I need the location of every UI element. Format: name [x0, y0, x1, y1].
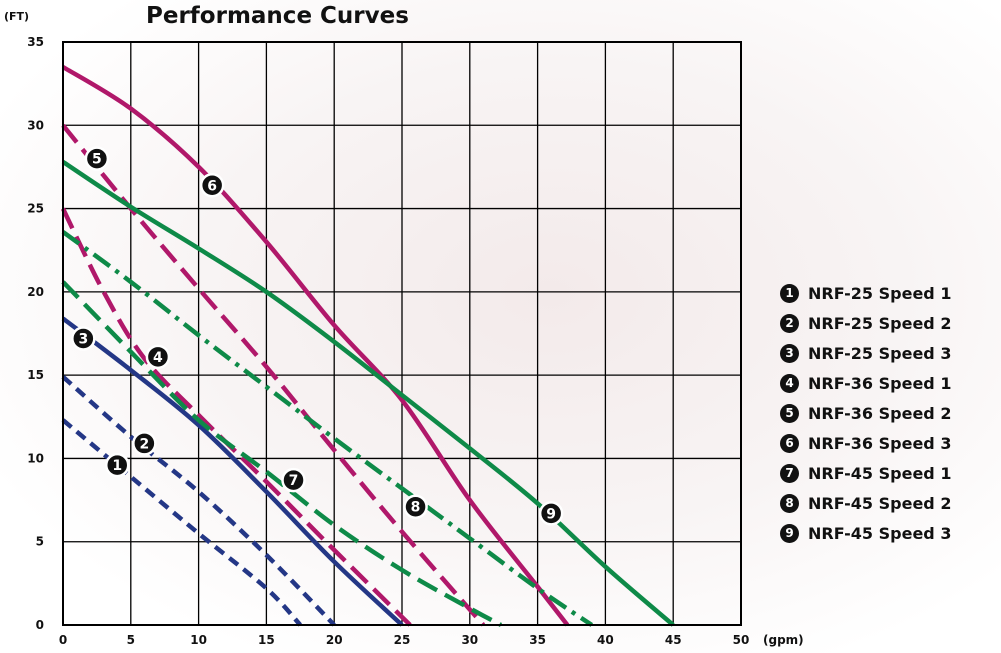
curve-marker-number: 5 [92, 152, 102, 168]
curve-marker-number: 2 [139, 436, 149, 452]
gridlines [62, 41, 742, 626]
curve-marker-badge [403, 494, 428, 519]
curve-markers: 1 2 3 4 5 6 7 8 9 [71, 146, 564, 526]
legend-item-label: NRF-45 Speed 2 [808, 493, 952, 513]
curve-marker-badge [132, 431, 157, 456]
curve-marker-number: 1 [112, 458, 122, 474]
curve-marker-number: 8 [411, 500, 421, 516]
x-tick-label: 0 [59, 633, 67, 647]
legend-item: 1 NRF-25 Speed 1 [780, 278, 951, 308]
legend-item-label: NRF-36 Speed 3 [808, 433, 952, 453]
curve-7 [61, 280, 503, 627]
curve-marker-number: 7 [289, 473, 299, 489]
curve-marker-badge [538, 501, 564, 526]
y-tick-label: 25 [27, 202, 44, 216]
curve-marker-badge [71, 326, 96, 351]
curve-marker-badge [199, 173, 225, 198]
curve-marker-2: 2 [132, 431, 157, 456]
legend-item-badge: 3 [780, 343, 799, 363]
legend-item-label: NRF-25 Speed 3 [808, 343, 952, 363]
curve-marker-6: 6 [199, 173, 225, 198]
plot-frame [62, 41, 742, 626]
legend-item-label: NRF-45 Speed 3 [808, 523, 952, 543]
curve-9 [61, 160, 675, 627]
legend-item-badge: 6 [780, 433, 799, 453]
legend-item: 3 NRF-25 Speed 3 [780, 338, 951, 368]
legend-item-label: NRF-36 Speed 2 [808, 403, 952, 423]
curve-marker-number: 3 [78, 331, 88, 347]
curve-1 [61, 418, 302, 627]
legend-item-label: NRF-25 Speed 2 [808, 313, 952, 333]
legend-item-label: NRF-36 Speed 1 [808, 373, 952, 393]
curve-2 [61, 375, 336, 627]
curve-marker-number: 6 [207, 178, 217, 194]
legend-item-label: NRF-45 Speed 1 [808, 463, 952, 483]
curve-marker-7: 7 [281, 467, 306, 493]
y-tick-label: 30 [27, 118, 44, 132]
legend-item-badge: 5 [780, 403, 799, 423]
y-tick-label: 20 [27, 285, 44, 299]
curve-marker-9: 9 [538, 501, 564, 526]
x-tick-label: 45 [665, 633, 682, 647]
y-axis-unit-label: (FT) [4, 10, 29, 23]
x-tick-label: 40 [597, 633, 614, 647]
legend-item: 4 NRF-36 Speed 1 [780, 368, 951, 398]
curve-marker-number: 4 [153, 350, 163, 366]
curve-3 [61, 316, 404, 627]
curves [60, 65, 675, 627]
x-tick-label: 25 [394, 633, 411, 647]
legend-item-badge: 2 [780, 313, 799, 333]
curve-marker-1: 1 [104, 452, 130, 478]
curve-4 [60, 207, 412, 627]
curve-marker-badge [281, 467, 306, 493]
legend-item: 9 NRF-45 Speed 3 [780, 518, 951, 548]
legend: 1 NRF-25 Speed 1 2 NRF-25 Speed 2 3 NRF-25 Sp… [780, 278, 951, 548]
curve-marker-8: 8 [403, 494, 428, 519]
y-tick-label: 15 [27, 368, 44, 382]
y-tick-label: 5 [36, 535, 44, 549]
curve-marker-4: 4 [145, 344, 171, 370]
legend-item: 6 NRF-36 Speed 3 [780, 428, 951, 458]
curve-marker-badge [145, 344, 171, 370]
x-axis-unit-label: (gpm) [763, 633, 804, 647]
x-tick-label: 35 [529, 633, 546, 647]
y-tick-label: 35 [27, 35, 44, 49]
x-tick-labels: 0 5 10 15 20 25 30 35 40 45 50 [59, 633, 750, 647]
legend-item-badge: 8 [780, 493, 799, 513]
y-tick-labels: 0 5 10 15 20 25 30 35 [27, 35, 44, 632]
legend-item-badge: 9 [780, 523, 799, 543]
curve-marker-3: 3 [71, 326, 96, 351]
y-tick-label: 10 [27, 451, 44, 465]
legend-item: 7 NRF-45 Speed 1 [780, 458, 951, 488]
legend-item-badge: 4 [780, 373, 799, 393]
curve-marker-5: 5 [84, 146, 110, 171]
legend-item-badge: 1 [780, 283, 799, 303]
legend-item: 8 NRF-45 Speed 2 [780, 488, 951, 518]
curve-6 [61, 65, 570, 627]
x-tick-label: 20 [326, 633, 343, 647]
legend-item-label: NRF-25 Speed 1 [808, 283, 952, 303]
x-tick-label: 15 [258, 633, 275, 647]
curve-marker-number: 9 [546, 506, 556, 522]
legend-item: 2 NRF-25 Speed 2 [780, 308, 951, 338]
y-tick-label: 0 [36, 618, 44, 632]
x-tick-label: 50 [733, 633, 750, 647]
x-tick-label: 30 [461, 633, 478, 647]
chart-title: Performance Curves [146, 3, 409, 29]
legend-item-badge: 7 [780, 463, 799, 483]
legend-item: 5 NRF-36 Speed 2 [780, 398, 951, 428]
x-tick-label: 10 [190, 633, 207, 647]
curve-marker-badge [104, 452, 130, 478]
x-tick-label: 5 [127, 633, 135, 647]
curve-8 [61, 230, 594, 627]
curve-marker-badge [84, 146, 110, 171]
